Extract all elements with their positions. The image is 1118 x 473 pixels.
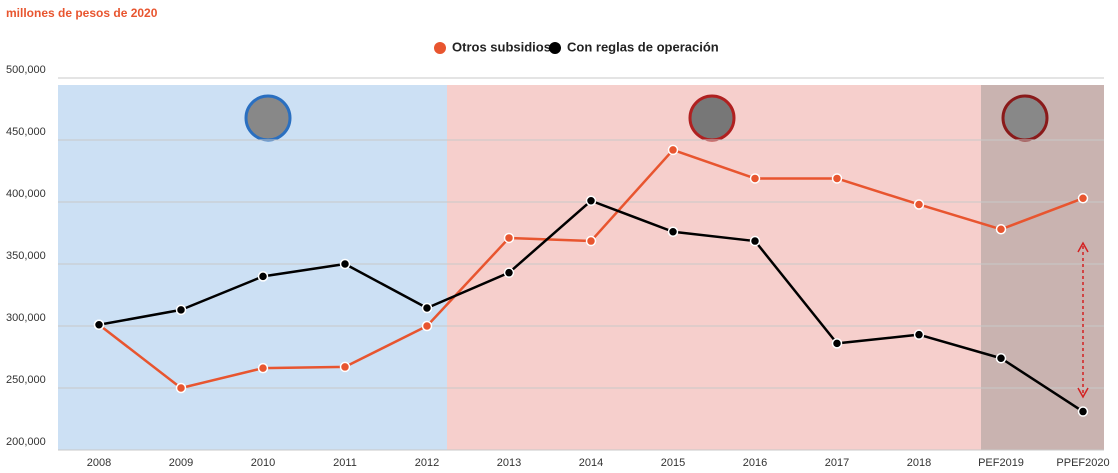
data-point [95, 320, 104, 329]
data-point [751, 174, 760, 183]
legend-marker [434, 42, 446, 54]
x-tick-label: 2018 [907, 457, 931, 469]
x-tick-label: 2010 [251, 457, 275, 469]
data-point [751, 237, 760, 246]
chart: millones de pesos de 2020 Otros subsidio… [0, 0, 1118, 473]
data-point [505, 233, 514, 242]
x-tick-label: PEF2019 [978, 457, 1024, 469]
data-point [833, 174, 842, 183]
y-tick-label: 200,000 [6, 436, 46, 448]
chart-title: millones de pesos de 2020 [6, 6, 158, 20]
data-point [341, 260, 350, 269]
data-point [1079, 194, 1088, 203]
y-tick-label: 300,000 [6, 312, 46, 324]
legend-label: Con reglas de operación [567, 39, 719, 54]
y-tick-label: 350,000 [6, 250, 46, 262]
data-point [423, 322, 432, 331]
data-point [587, 237, 596, 246]
x-tick-label: 2013 [497, 457, 521, 469]
x-tick-label: 2017 [825, 457, 849, 469]
data-point [915, 330, 924, 339]
data-point [997, 225, 1006, 234]
portrait [1003, 96, 1047, 140]
x-tick-label: 2014 [579, 457, 603, 469]
data-point [259, 364, 268, 373]
data-point [1079, 407, 1088, 416]
data-point [505, 268, 514, 277]
x-tick-label: 2012 [415, 457, 439, 469]
data-point [669, 145, 678, 154]
data-point [587, 196, 596, 205]
data-point [341, 362, 350, 371]
x-tick-label: 2008 [87, 457, 111, 469]
data-point [915, 200, 924, 209]
data-point [997, 354, 1006, 363]
y-tick-label: 450,000 [6, 126, 46, 138]
legend-label: Otros subsidios [452, 39, 551, 54]
y-tick-label: 250,000 [6, 374, 46, 386]
x-tick-label: 2011 [333, 457, 357, 469]
portrait [246, 96, 290, 140]
portrait [690, 96, 734, 140]
x-tick-label: 2015 [661, 457, 685, 469]
x-tick-label: 2009 [169, 457, 193, 469]
x-tick-label: 2016 [743, 457, 767, 469]
data-point [669, 227, 678, 236]
y-tick-label: 400,000 [6, 188, 46, 200]
data-point [177, 384, 186, 393]
x-tick-label: PPEF2020 [1056, 457, 1109, 469]
y-tick-label: 500,000 [6, 64, 46, 76]
data-point [177, 305, 186, 314]
data-point [423, 304, 432, 313]
data-point [833, 339, 842, 348]
legend-marker [549, 42, 561, 54]
data-point [259, 272, 268, 281]
